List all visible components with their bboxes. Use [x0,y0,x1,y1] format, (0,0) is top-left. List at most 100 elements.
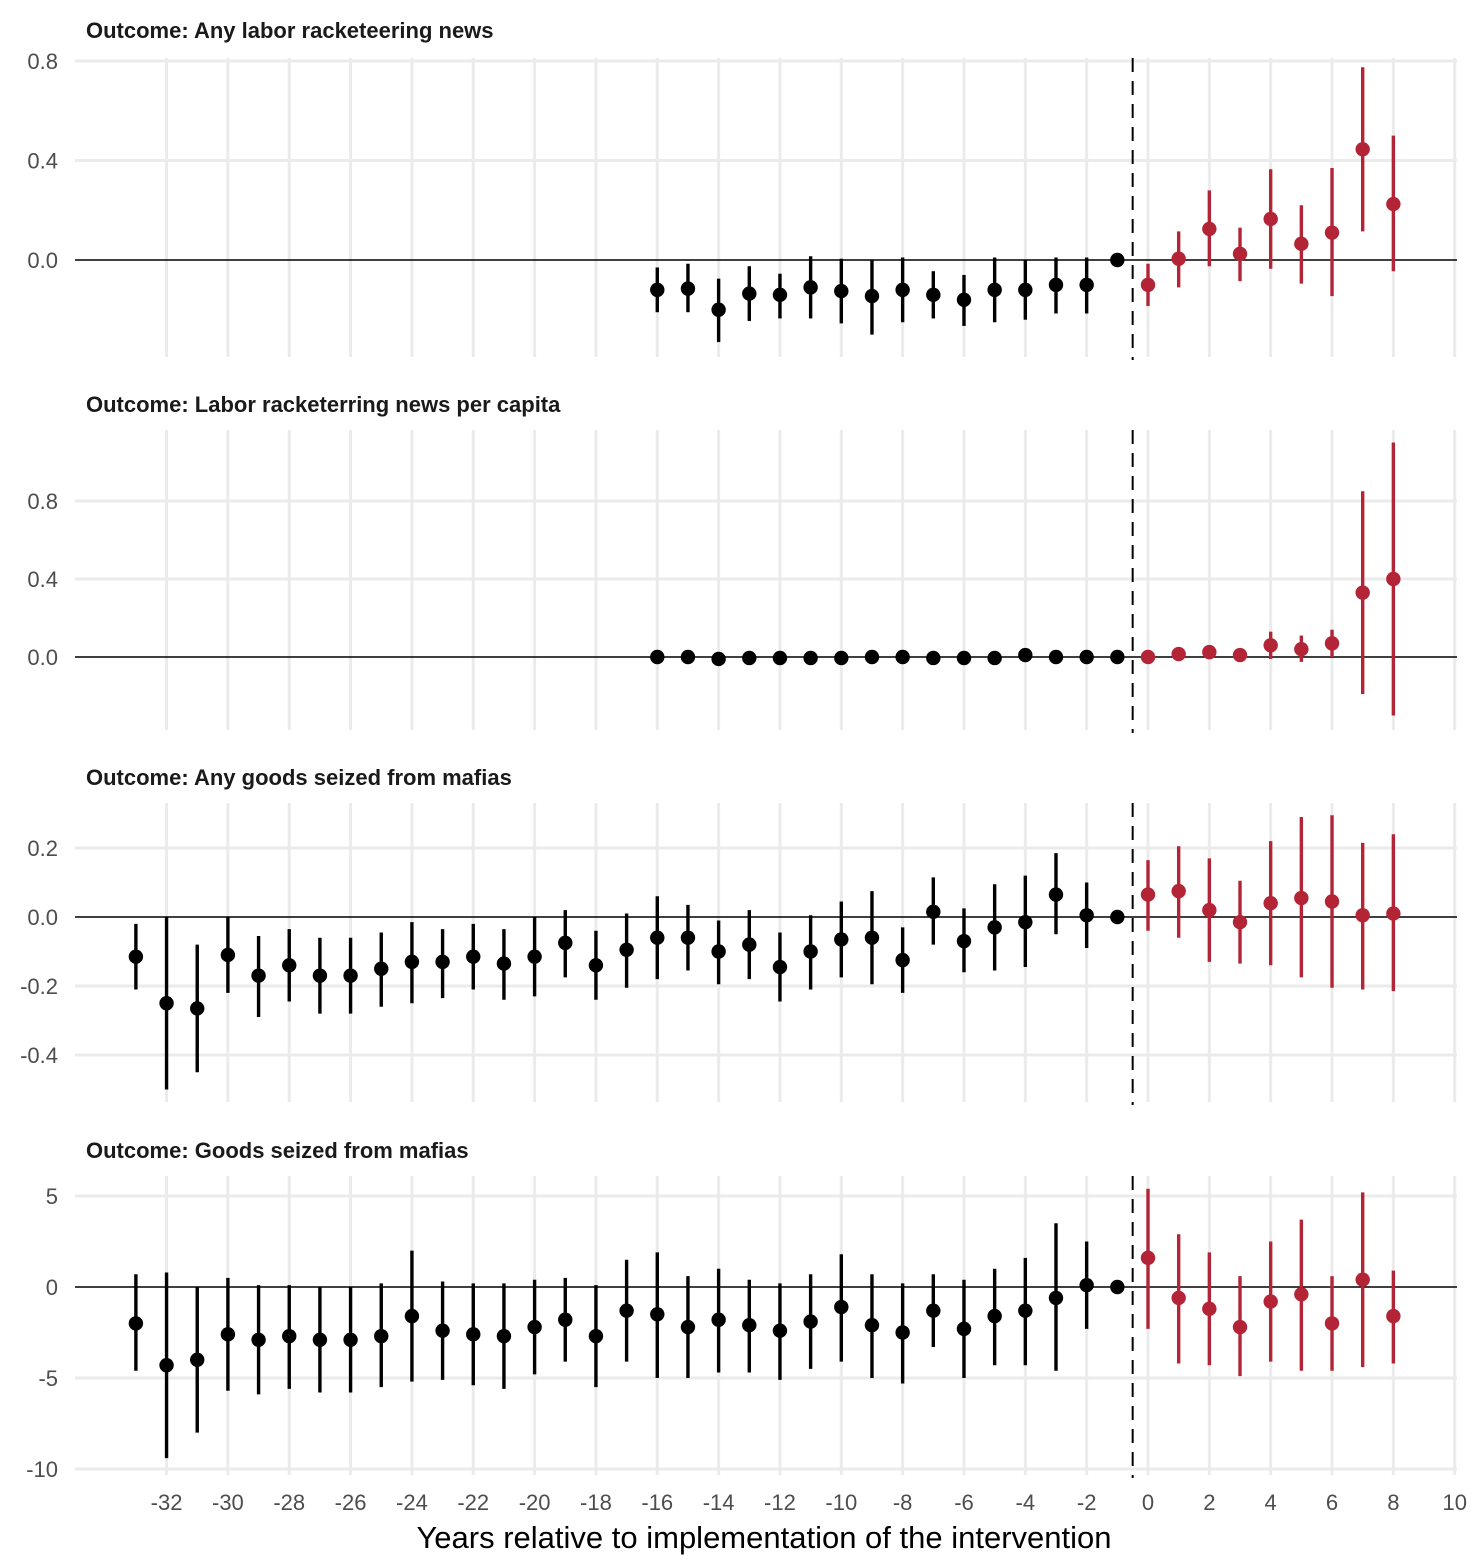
x-tick-label: 10 [1442,1490,1466,1515]
point-estimate [864,649,880,665]
point-estimate [496,1328,512,1344]
point-estimate [190,1352,205,1368]
point-estimate [1386,1308,1401,1324]
point-estimate [987,282,1002,298]
x-tick-label: -12 [764,1490,796,1515]
x-axis-label: Years relative to implementation of the … [416,1520,1111,1555]
point-estimate [772,1323,788,1338]
y-tick-label: 0.0 [27,248,58,273]
point-estimate [1048,277,1064,293]
x-tick-label: -6 [954,1490,974,1515]
y-tick-label: 0.0 [27,645,58,670]
y-tick-label: 0.4 [27,567,58,592]
x-tick-label: -14 [703,1490,735,1515]
y-tick-label: 0.2 [27,836,58,861]
point-estimate [1232,246,1248,261]
point-estimate [926,1303,941,1318]
y-tick-label: 0.8 [27,49,58,74]
point-estimate [1294,1287,1309,1302]
point-estimate [558,1312,573,1327]
panels: 0.8 0.4 0.0 Outcome: Any labor racketeering… [20,18,1457,1482]
point-estimate [588,1328,604,1344]
point-estimate [1079,277,1094,293]
point-estimate [1202,1301,1217,1317]
point-estimate [1263,638,1278,653]
point-estimate [834,650,849,666]
point-estimate [711,651,726,667]
point-estimate [1110,1279,1125,1295]
point-estimate [1202,902,1217,918]
point-estimate [772,650,788,666]
x-tick-label: 4 [1265,1490,1277,1515]
point-estimate [987,920,1002,935]
x-tick-label: -16 [641,1490,673,1515]
point-estimate [1232,647,1248,663]
point-estimate [680,649,696,665]
point-estimate [128,949,144,964]
x-tick-label: -18 [580,1490,612,1515]
point-estimate [834,1299,849,1315]
point-estimate [1386,906,1401,921]
point-estimate [1386,196,1401,212]
point-estimate [1018,1303,1033,1318]
x-tick-label: -20 [519,1490,551,1515]
point-estimate [650,282,665,298]
panel-4: 5 0 -5 -10 Outcome: Goods seized from mafias [26,1138,1457,1482]
y-tick-label: 0.8 [27,489,58,514]
y-tick-label: 0.0 [27,905,58,930]
point-estimate [895,952,910,968]
panel-title: Outcome: Labor racketerring news per cap… [86,392,561,417]
point-estimate [1355,142,1370,157]
x-tick-label: 8 [1387,1490,1399,1515]
point-estimate [1263,896,1278,911]
point-estimate [1140,649,1156,665]
x-tick-label: -22 [457,1490,489,1515]
x-tick-label: -2 [1077,1490,1097,1515]
point-estimate [956,1321,972,1337]
point-estimate [742,650,757,666]
x-tick-label: -26 [335,1490,367,1515]
point-estimate [987,650,1002,666]
point-estimate [895,649,910,665]
point-estimate [926,650,941,666]
point-estimate [1079,1277,1094,1293]
point-estimate [251,968,266,983]
point-estimate [1140,1250,1156,1266]
panel-2: 0.8 0.4 0.0 Outcome: Labor racketerring new… [27,392,1457,733]
x-tick-label: 2 [1203,1490,1215,1515]
point-estimate [282,958,297,973]
point-estimate [864,1318,880,1333]
y-tick-label: -10 [26,1457,58,1482]
point-estimate [343,1332,358,1347]
point-estimate [864,288,880,304]
panel-3: 0.2 0.0 -0.2 -0.4 Outcome: Any goods seized … [20,765,1457,1105]
point-estimate [282,1328,297,1344]
point-estimate [374,961,389,976]
point-estimate [1294,890,1309,906]
point-estimate [1171,883,1186,899]
point-estimate [1079,649,1094,665]
point-estimate [895,1325,910,1340]
point-estimate [1355,1272,1370,1287]
x-tick-label: 0 [1142,1490,1154,1515]
point-estimate [1202,644,1217,660]
point-estimate [404,1308,420,1324]
point-estimate [650,1307,665,1322]
point-estimate [803,280,818,295]
panel-1: 0.8 0.4 0.0 Outcome: Any labor racketeering… [27,18,1457,360]
point-estimate [834,932,849,947]
point-estimate [1110,909,1125,925]
point-estimate [404,954,420,970]
point-estimate [1110,252,1125,268]
y-tick-label: -0.4 [20,1043,58,1068]
point-estimate [1202,221,1217,237]
point-estimate [956,933,972,949]
point-estimate [1324,894,1340,909]
point-estimate [680,281,696,296]
point-estimate [834,283,849,299]
point-estimate [926,287,941,303]
x-tick-label: -24 [396,1490,428,1515]
point-estimate [742,1318,757,1333]
point-estimate [1018,282,1033,298]
